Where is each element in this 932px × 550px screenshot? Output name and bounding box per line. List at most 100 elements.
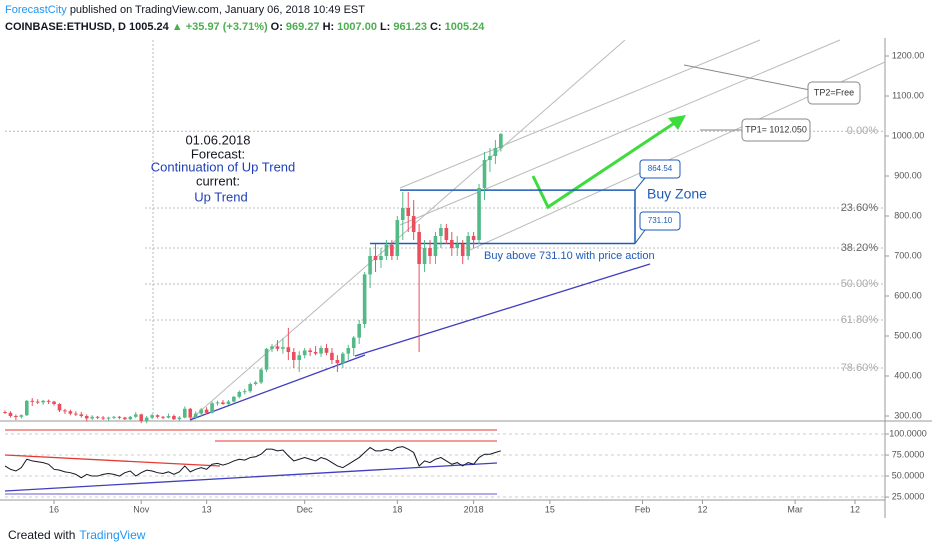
upper-label: 864.54 (648, 164, 673, 173)
candle-body (3, 412, 7, 413)
candle-body (351, 337, 356, 348)
candle-body (466, 236, 470, 256)
candle-body (128, 416, 133, 420)
candle-body (368, 256, 372, 275)
candle-body (308, 350, 312, 352)
y-tick-label: 800.00 (894, 210, 922, 220)
x-tick-label: Feb (635, 504, 651, 514)
tp2-box (807, 81, 861, 105)
candle-body (106, 417, 111, 419)
quote-part: H: (322, 21, 335, 33)
price-box (639, 159, 681, 179)
candle-body (384, 244, 389, 256)
candle-body (259, 369, 263, 383)
candle-body (90, 416, 94, 419)
candle-body (144, 417, 149, 421)
candle-body (35, 401, 40, 403)
fib-label: 0.00% (847, 125, 878, 137)
trend-line (354, 263, 651, 357)
candle-body (313, 352, 318, 354)
candle-body (242, 391, 247, 393)
candle-body (422, 248, 427, 264)
channel-line (189, 39, 626, 421)
candle-body (341, 353, 345, 364)
candle-body (215, 402, 220, 404)
y-tick-label: 300.00 (894, 410, 922, 420)
y-tick-label: 50.0000 (892, 470, 925, 480)
candle-body (166, 416, 171, 418)
y-tick-label: 400.00 (894, 370, 922, 380)
forecast-date: 01.06.2018 (185, 132, 250, 147)
candle-body (248, 384, 253, 392)
candle-body (319, 348, 323, 354)
y-tick-label: 1200.00 (892, 50, 925, 60)
published: published on TradingView.com, January 06… (69, 4, 365, 16)
candle-body (63, 410, 67, 412)
candle-body (281, 347, 285, 349)
candle-body (362, 274, 367, 324)
x-tick-label: Nov (133, 504, 150, 514)
trend-line (189, 354, 366, 421)
tp2-label: TP2=Free (814, 87, 854, 97)
callout-line (634, 177, 646, 191)
candle-body (30, 400, 35, 402)
quote-part: C: (429, 21, 442, 33)
forecast-arrow (531, 116, 683, 210)
candle-body (8, 412, 13, 416)
candle-body (270, 346, 274, 349)
candle-body (14, 416, 18, 417)
candle-body (439, 228, 443, 236)
current-heading: current: (196, 173, 240, 188)
quote-part: 1007.00 (337, 21, 377, 33)
x-tick-label: 2018 (464, 504, 484, 514)
candle-body (302, 350, 307, 356)
candle-body (460, 244, 465, 256)
x-tick-label: Dec (297, 504, 314, 514)
candle-body (428, 248, 432, 256)
candle-body (450, 240, 454, 248)
candle-body (275, 346, 280, 349)
quote-part: 1005.24 (129, 21, 169, 33)
candle-body (41, 400, 45, 403)
created-with: Created with (8, 528, 76, 542)
candle-body (199, 409, 203, 414)
brand: TradingView (79, 528, 146, 542)
candle-body (417, 232, 421, 264)
quote-part: 1005.24 (444, 21, 485, 33)
candle-body (335, 360, 340, 364)
callout-line (683, 64, 811, 91)
background (0, 38, 932, 520)
candle-body (188, 408, 193, 418)
tp1-label: TP1= 1012.050 (745, 124, 807, 134)
y-tick-label: 700.00 (894, 250, 922, 260)
candle-body (406, 208, 411, 216)
candle-body (477, 188, 481, 240)
candle-body (357, 324, 361, 338)
quote-part: O: (270, 21, 283, 33)
candle-body (52, 401, 56, 404)
y-tick-label: 75.0000 (892, 449, 925, 459)
candle-body (390, 244, 394, 256)
price-box (639, 211, 681, 231)
candle-body (183, 408, 187, 418)
candle-body (139, 414, 144, 421)
candle-body (455, 244, 460, 248)
candle-body (221, 402, 225, 404)
forecast-text: Continuation of Up Trend (151, 159, 296, 174)
candle-body (297, 355, 302, 360)
fib-label: 23.60% (841, 202, 879, 214)
quote-part: 961.23 (393, 21, 427, 33)
candle-body (155, 415, 160, 417)
candle-body (444, 228, 449, 240)
arrow-head (668, 115, 686, 130)
candle-body (471, 236, 476, 240)
buy-zone-title: Buy Zone (647, 186, 707, 202)
candle-body (373, 256, 378, 260)
x-tick-label: 18 (392, 504, 402, 514)
candle-body (253, 382, 258, 384)
candle-body (24, 400, 29, 416)
candle-body (161, 416, 165, 418)
candle-body (150, 415, 154, 418)
candle-body (79, 414, 84, 416)
